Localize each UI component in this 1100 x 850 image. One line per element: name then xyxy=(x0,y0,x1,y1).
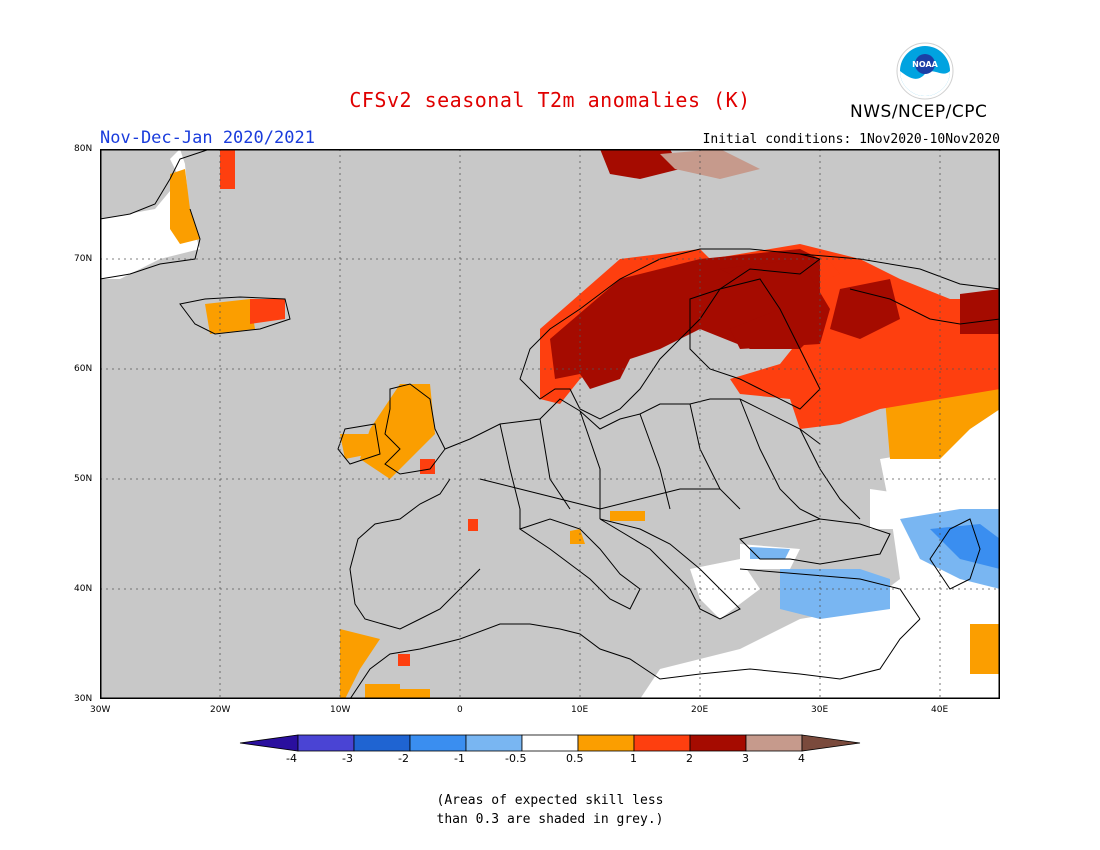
colorbar-seg-10 xyxy=(801,734,861,752)
colorbar-seg-8 xyxy=(689,734,747,752)
colorbar-label: -0.5 xyxy=(505,752,527,765)
skill-note-line1: (Areas of expected skill less xyxy=(436,793,664,808)
svg-text:NOAA: NOAA xyxy=(912,60,938,69)
neutral-areas xyxy=(100,149,1000,699)
colorbar-seg-4 xyxy=(465,734,523,752)
skill-note-line2: than 0.3 are shaded in grey.) xyxy=(436,812,664,827)
colorbar-seg-5 xyxy=(521,734,579,752)
colorbar-seg-9 xyxy=(745,734,803,752)
lat-label-30n: 30N xyxy=(74,694,93,704)
map-frame xyxy=(100,149,1000,699)
colorbar xyxy=(239,734,861,752)
colorbar-label: 3 xyxy=(742,752,749,765)
lat-label-50n: 50N xyxy=(74,474,93,484)
colorbar-seg-3 xyxy=(409,734,467,752)
colorbar-label: 4 xyxy=(798,752,805,765)
very-warm-areas xyxy=(550,149,1000,389)
colorbar-seg-0 xyxy=(239,734,299,752)
colorbar-label: 2 xyxy=(686,752,693,765)
colorbar-seg-6 xyxy=(577,734,635,752)
colorbar-label: -1 xyxy=(454,752,465,765)
lon-label-30e: 30E xyxy=(811,705,829,715)
lat-label-40n: 40N xyxy=(74,584,93,594)
negative-anomaly-areas xyxy=(750,509,1000,619)
colorbar-seg-1 xyxy=(297,734,355,752)
coastlines xyxy=(100,149,1000,699)
forecast-period: Nov-Dec-Jan 2020/2021 xyxy=(100,128,315,148)
initial-conditions: Initial conditions: 1Nov2020-10Nov2020 xyxy=(702,132,1000,147)
noaa-logo: NOAA xyxy=(896,42,954,100)
lon-label-30w: 30W xyxy=(90,705,111,715)
lat-label-70n: 70N xyxy=(74,254,93,264)
lon-label-40e: 40E xyxy=(931,705,949,715)
extreme-warm-area xyxy=(660,149,760,179)
lon-label-0: 0 xyxy=(457,705,463,715)
colorbar-label: -2 xyxy=(398,752,409,765)
colorbar-label: 0.5 xyxy=(566,752,584,765)
lon-label-20w: 20W xyxy=(210,705,231,715)
lat-label-60n: 60N xyxy=(74,364,93,374)
anomaly-map xyxy=(100,149,1000,699)
colorbar-label: 1 xyxy=(630,752,637,765)
lon-label-10w: 10W xyxy=(330,705,351,715)
lat-label-80n: 80N xyxy=(74,144,93,154)
colorbar-label: -3 xyxy=(342,752,353,765)
lon-label-20e: 20E xyxy=(691,705,709,715)
colorbar-label: -4 xyxy=(286,752,297,765)
map-title: CFSv2 seasonal T2m anomalies (K) xyxy=(349,88,751,112)
agency-label: NWS/NCEP/CPC xyxy=(850,102,988,122)
gridlines xyxy=(100,149,1000,699)
colorbar-seg-7 xyxy=(633,734,691,752)
lon-label-10e: 10E xyxy=(571,705,589,715)
colorbar-seg-2 xyxy=(353,734,411,752)
